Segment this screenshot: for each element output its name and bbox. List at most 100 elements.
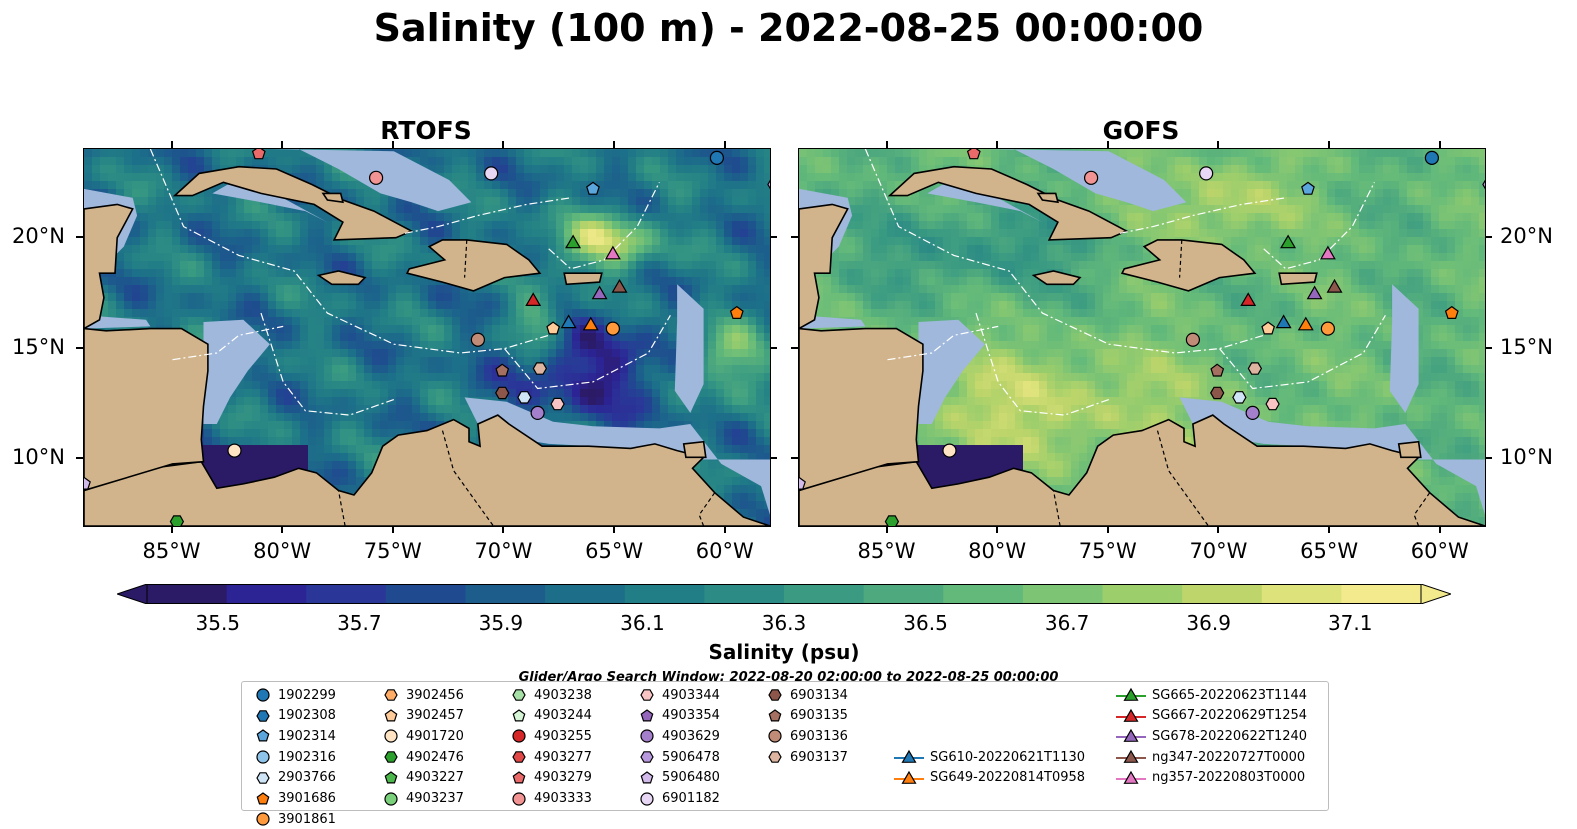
legend-label: 4903629: [662, 728, 720, 744]
legend-marker-4902476: [384, 751, 398, 763]
lat-tick-label: 15°N: [1500, 334, 1553, 359]
salinity-map-rtofs: [84, 149, 770, 526]
marker-2903766-gofs: [1232, 391, 1247, 404]
lat-tick-label: 10°N: [12, 445, 65, 470]
lat-tick-label: 10°N: [1500, 445, 1553, 470]
legend-marker-icon: [1116, 749, 1146, 764]
lon-tick-mark: [1217, 526, 1220, 533]
legend-label: 2903766: [278, 770, 336, 786]
legend-entry: 4903629: [638, 726, 720, 746]
colorbar-segment: [624, 584, 705, 604]
legend-label: 3902457: [406, 708, 464, 724]
legend-entry: SG649-20220814T0958: [894, 768, 1085, 788]
legend-marker-4903629: [640, 729, 654, 743]
legend-entry: 4902476: [382, 747, 464, 767]
lat-tick-mark: [1485, 457, 1492, 460]
legend-marker-4903227: [384, 771, 398, 784]
lon-tick-mark: [1438, 526, 1441, 533]
lat-tick-label: 15°N: [12, 334, 65, 359]
colorbar-segment: [1261, 584, 1342, 604]
legend-entry: 2903766: [254, 768, 336, 788]
legend-marker-5906478: [640, 751, 654, 763]
legend-marker-icon: [256, 791, 270, 804]
legend-label: 4903279: [534, 770, 592, 786]
legend-marker-3902456: [384, 689, 398, 701]
legend-marker-icon: [256, 812, 270, 826]
legend-entry: 5906480: [638, 768, 720, 788]
lat-tick-mark: [770, 346, 777, 349]
land-masses: [84, 165, 770, 526]
marker-2903766-rtofs: [517, 391, 532, 404]
legend-marker-icon: [1116, 708, 1146, 722]
lon-tick-mark: [391, 141, 394, 148]
legend-entry: 4901720: [382, 726, 464, 746]
marker-ng347-20220727T0000-gofs: [1326, 278, 1343, 293]
marker-SG610-20220621T1130-gofs: [1275, 314, 1292, 329]
colorbar-segment: [385, 584, 467, 604]
legend-marker-icon: [640, 708, 654, 722]
map-panel-gofs[interactable]: [798, 148, 1486, 527]
marker-3901861-rtofs: [605, 321, 620, 336]
legend-marker-icon: [384, 751, 398, 763]
colorbar-tick-label: 36.3: [761, 611, 807, 635]
marker-SG678-20220622T1240-gofs: [1306, 285, 1323, 300]
marker-4903333-rtofs: [369, 170, 384, 185]
legend-label: SG665-20220623T1144: [1152, 687, 1308, 703]
country-borders: [1052, 239, 1431, 526]
marker-SG678-20220622T1240-rtofs: [591, 285, 608, 300]
legend-marker-4901720: [384, 729, 398, 743]
legend-marker-6903135: [768, 708, 782, 722]
legend-label: SG667-20220629T1254: [1152, 708, 1308, 724]
legend-marker-SG678-20220622T1240: [1123, 729, 1139, 743]
lon-tick-mark: [1217, 141, 1220, 148]
colorbar-segment: [306, 584, 387, 604]
legend-label: 6903134: [790, 687, 848, 703]
legend-entry: SG678-20220622T1240: [1116, 726, 1307, 746]
legend-marker-4903238: [512, 689, 526, 701]
legend-label: 5906480: [662, 770, 720, 786]
legend-marker-icon: [640, 791, 654, 806]
legend-label: 1902316: [278, 749, 336, 765]
legend-marker-icon: [256, 688, 270, 702]
legend-label: 1902314: [278, 728, 336, 744]
legend-entry: ng347-20220727T0000: [1116, 747, 1305, 767]
legend-entry: 6903136: [766, 726, 848, 746]
legend-label: 4903237: [406, 791, 464, 806]
legend-label: 6903136: [790, 728, 848, 744]
legend-entry: 1902308: [254, 706, 336, 726]
lon-tick-label: 65°W: [585, 539, 644, 563]
legend-label: 4903277: [534, 749, 592, 765]
lon-tick-label: 70°W: [1189, 539, 1248, 563]
legend-marker-icon: [512, 751, 526, 763]
lon-tick-label: 70°W: [474, 539, 533, 563]
marker-SG610-20220621T1130-rtofs: [560, 314, 577, 329]
legend-entry: 4903237: [382, 789, 464, 809]
legend-marker-6903136: [768, 729, 782, 743]
map-panel-rtofs[interactable]: [83, 148, 771, 527]
marker-5906478-rtofs: [767, 179, 770, 190]
legend-marker-icon: [512, 729, 526, 743]
legend-entry: 4903244: [510, 706, 592, 726]
legend-marker-icon: [1116, 770, 1146, 784]
colorbar-segment: [1022, 584, 1104, 604]
legend-marker-5906480: [640, 771, 654, 784]
lon-tick-mark: [281, 141, 284, 148]
legend-entry: 3902457: [382, 706, 464, 726]
marker-SG667-20220629T1254-rtofs: [525, 292, 542, 306]
legend-entry: SG665-20220623T1144: [1116, 685, 1307, 705]
marker-SG665-20220623T1144-gofs: [1280, 234, 1297, 249]
legend-entry: 4903255: [510, 726, 592, 746]
colorbar-tick-label: 35.9: [478, 611, 524, 635]
legend-marker-icon: [640, 689, 654, 701]
legend-marker-icon: [384, 729, 398, 743]
lat-tick-label: 20°N: [1500, 223, 1553, 248]
marker-6903136-rtofs: [470, 332, 485, 347]
legend-marker-icon: [256, 709, 270, 722]
legend-marker-icon: [768, 751, 782, 763]
marker-6903136-gofs: [1185, 332, 1200, 347]
lon-tick-mark: [996, 526, 999, 533]
legend-entry: 4903277: [510, 747, 592, 767]
legend-label: ng357-20220803T0000: [1152, 770, 1306, 786]
marker-SG649-20220814T0958-rtofs: [582, 316, 599, 331]
lat-tick-label: 20°N: [12, 223, 65, 248]
